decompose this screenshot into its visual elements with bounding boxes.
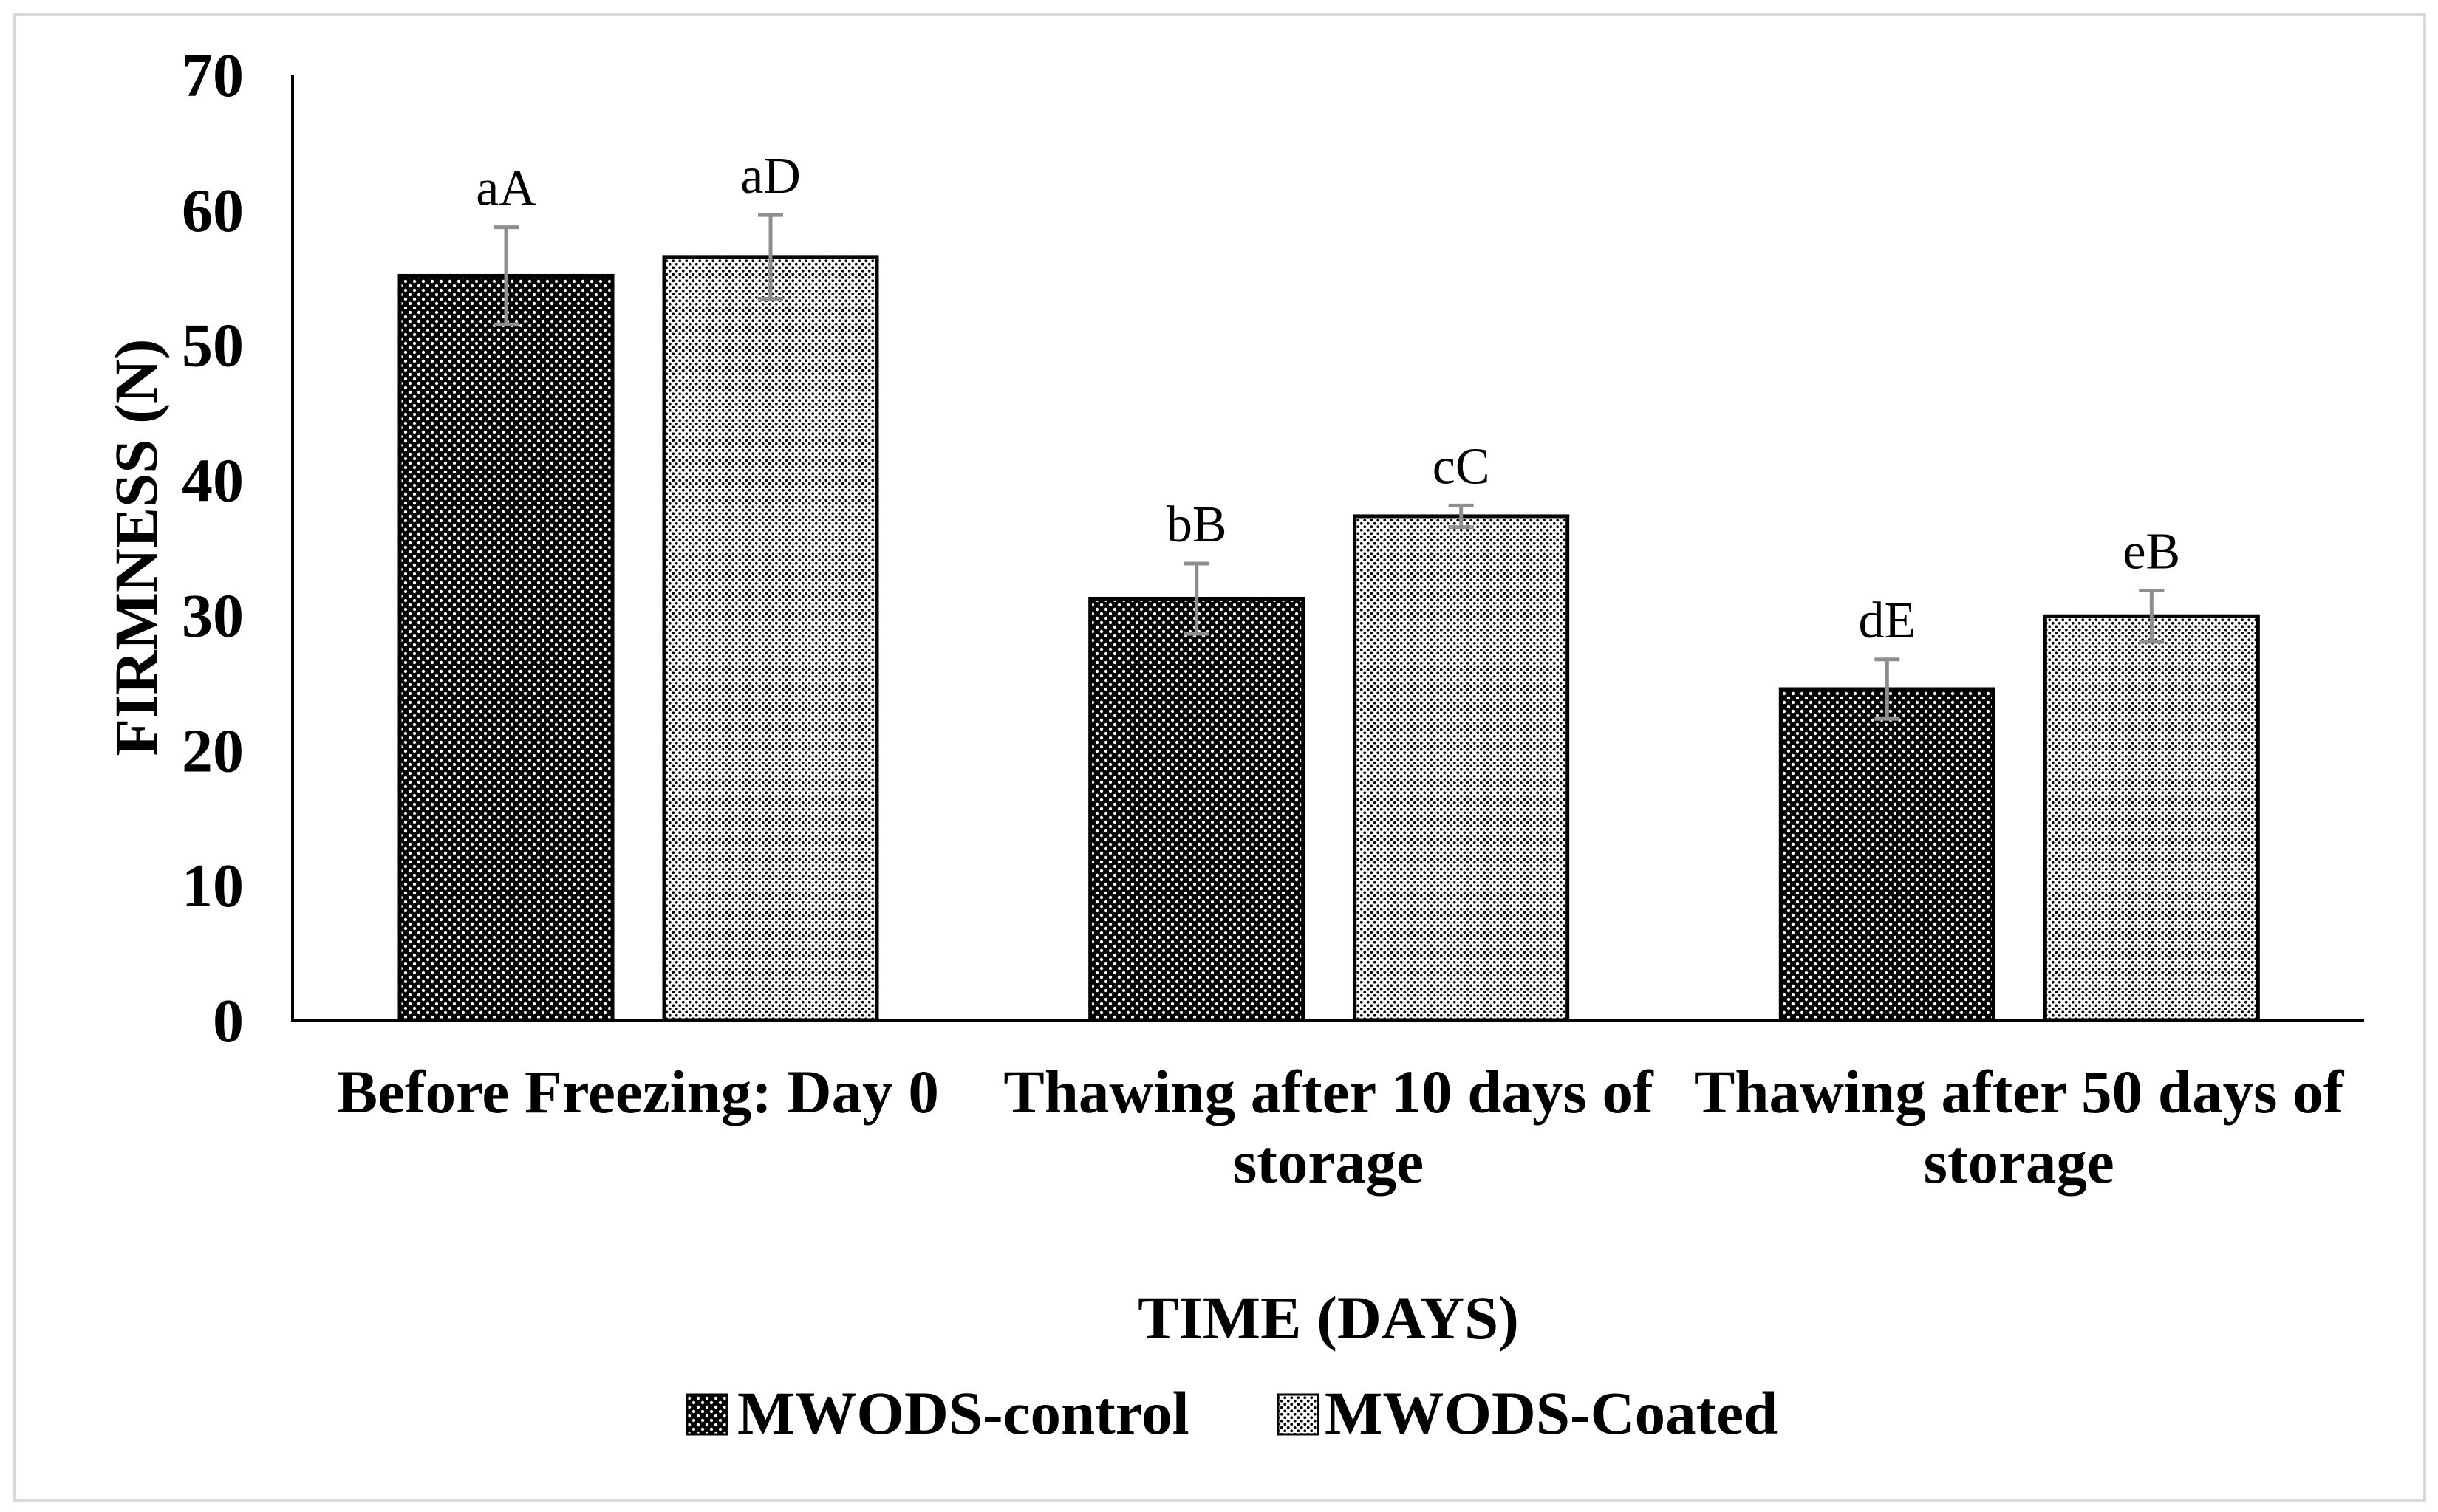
error-bar-series0-cat0 — [494, 225, 519, 326]
legend: MWODS-control MWODS-Coated — [686, 1379, 1778, 1447]
bar-series0-cat0 — [397, 273, 615, 1022]
category-label-0: Before Freezing: Day 0 — [337, 1058, 939, 1126]
data-label-series1-cat2: eB — [2123, 524, 2180, 581]
category-label-2: Thawing after 50 days of storage — [1694, 1058, 2345, 1196]
y-tick-label-70: 70 — [182, 41, 244, 110]
category-labels: Before Freezing: Day 0 Thawing after 10 d… — [337, 1058, 2345, 1196]
y-tick-label-30: 30 — [182, 581, 244, 650]
bar-series1-cat1 — [1353, 514, 1570, 1022]
legend-item-control: MWODS-control — [686, 1379, 1189, 1447]
data-label-series1-cat0: aD — [740, 148, 801, 205]
y-tick-label-20: 20 — [182, 716, 244, 785]
bar-series0-cat2 — [1778, 687, 1995, 1022]
y-tick-labels: 0 10 20 30 40 50 60 70 — [182, 41, 244, 1056]
data-labels: aA bB dE aD cC eB — [476, 148, 2180, 649]
category-label-line: Before Freezing: Day 0 — [337, 1058, 939, 1126]
category-label-line: Thawing after 10 days of — [1003, 1058, 1654, 1126]
x-axis-title: TIME (DAYS) — [1138, 1284, 1519, 1352]
y-axis-title: FIRMNESS (N) — [102, 339, 170, 756]
data-label-series0-cat2: dE — [1858, 592, 1916, 649]
legend-item-coated: MWODS-Coated — [1277, 1379, 1778, 1447]
data-label-series1-cat1: cC — [1433, 438, 1490, 495]
y-tick-label-60: 60 — [182, 177, 244, 245]
bars-layer — [397, 255, 2260, 1022]
category-label-line: storage — [1924, 1128, 2114, 1196]
error-bars-layer — [494, 213, 2165, 721]
y-tick-label-0: 0 — [213, 987, 244, 1056]
category-label-line: Thawing after 50 days of — [1694, 1058, 2345, 1126]
bar-series0-cat1 — [1088, 596, 1305, 1022]
legend-label-coated: MWODS-Coated — [1325, 1379, 1778, 1447]
y-tick-label-40: 40 — [182, 447, 244, 516]
bar-series1-cat2 — [2043, 614, 2260, 1022]
error-bar-series1-cat2 — [2139, 589, 2165, 644]
y-tick-label-50: 50 — [182, 312, 244, 380]
legend-label-control: MWODS-control — [737, 1379, 1189, 1447]
error-bar-series1-cat1 — [1448, 503, 1474, 530]
error-bar-series0-cat1 — [1184, 561, 1209, 636]
category-label-line: storage — [1233, 1128, 1424, 1196]
legend-swatch-coated — [1277, 1393, 1319, 1436]
data-label-series0-cat1: bB — [1167, 496, 1227, 553]
error-bar-series0-cat2 — [1874, 657, 1900, 721]
y-tick-label-10: 10 — [182, 852, 244, 920]
data-label-series0-cat0: aA — [476, 160, 536, 217]
category-label-1: Thawing after 10 days of storage — [1003, 1058, 1654, 1196]
bar-series1-cat0 — [662, 255, 879, 1022]
error-bar-series1-cat0 — [758, 213, 783, 301]
legend-swatch-control — [686, 1393, 728, 1436]
